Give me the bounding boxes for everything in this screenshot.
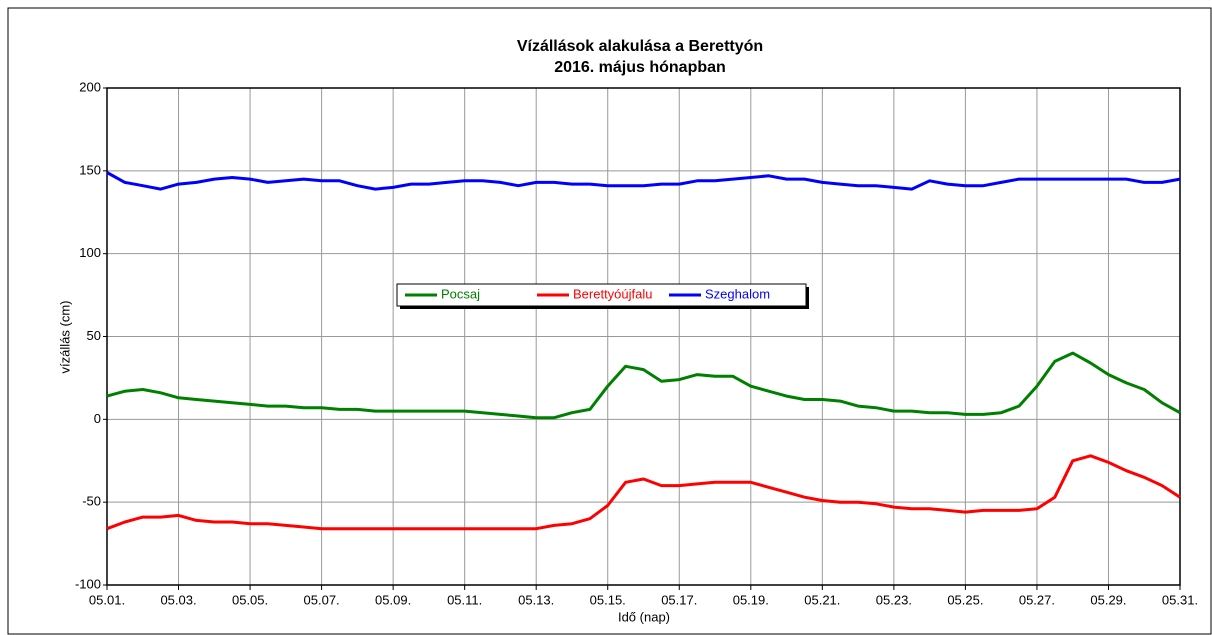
y-tick-label: 100 (79, 245, 101, 260)
line-series (106, 454, 1181, 531)
plot-area (106, 87, 1181, 586)
chart-title: Vízállások alakulása a Berettyón (517, 38, 763, 55)
x-tick-label: 05.23. (876, 592, 912, 607)
y-tick-label: -100 (75, 576, 101, 591)
y-tick-label: 0 (94, 411, 101, 426)
y-axis-label: vízállás (cm) (57, 301, 72, 374)
legend-label: Szeghalom (705, 286, 770, 301)
x-tick-label: 05.07. (304, 592, 340, 607)
x-tick-label: 05.09. (375, 592, 411, 607)
line-series (106, 351, 1181, 420)
legend-label: Pocsaj (441, 286, 480, 301)
chart-subtitle: 2016. május hónapban (554, 59, 726, 76)
x-axis-label: Idő (nap) (618, 609, 670, 624)
legend-label: Berettyóújfalu (573, 286, 653, 301)
x-tick-label: 05.11. (447, 592, 482, 607)
x-tick-label: 05.29. (1090, 592, 1126, 607)
y-tick-label: 150 (79, 162, 101, 177)
y-tick-label: 50 (87, 328, 101, 343)
legend (396, 283, 807, 307)
frame (7, 7, 1212, 635)
x-tick-label: 05.15. (590, 592, 626, 607)
x-tick-label: 05.21. (804, 592, 840, 607)
x-tick-label: 05.19. (733, 592, 769, 607)
x-tick-label: 05.01. (89, 592, 125, 607)
x-tick-label: 05.13. (518, 592, 554, 607)
x-tick-label: 05.17. (661, 592, 697, 607)
line-series (106, 171, 1181, 191)
x-tick-label: 05.05. (232, 592, 268, 607)
y-tick-label: 200 (79, 79, 101, 94)
x-tick-label: 05.27. (1019, 592, 1055, 607)
x-tick-label: 05.31. (1162, 592, 1198, 607)
x-tick-label: 05.03. (160, 592, 196, 607)
y-tick-label: -50 (82, 494, 101, 509)
x-tick-label: 05.25. (947, 592, 983, 607)
